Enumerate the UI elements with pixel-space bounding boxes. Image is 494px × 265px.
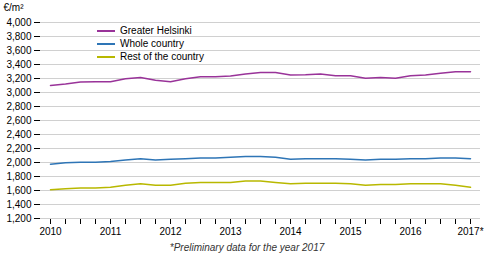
svg-text:2013: 2013 xyxy=(219,226,242,237)
svg-text:2,400: 2,400 xyxy=(6,129,31,140)
html-text:Greater Helsinki: Greater Helsinki xyxy=(120,25,192,36)
svg-text:2016: 2016 xyxy=(399,226,422,237)
svg-text:2,000: 2,000 xyxy=(6,157,31,168)
svg-text:2010: 2010 xyxy=(39,226,62,237)
svg-text:3,000: 3,000 xyxy=(6,87,31,98)
svg-text:2012: 2012 xyxy=(159,226,182,237)
svg-text:4,000: 4,000 xyxy=(6,17,31,28)
svg-text:3,600: 3,600 xyxy=(6,45,31,56)
svg-text:2011: 2011 xyxy=(100,226,122,237)
svg-text:1,800: 1,800 xyxy=(6,171,31,182)
svg-text:2015: 2015 xyxy=(339,226,362,237)
svg-text:2,600: 2,600 xyxy=(6,115,31,126)
svg-text:2017*: 2017* xyxy=(457,226,483,237)
svg-text:1,200: 1,200 xyxy=(6,213,31,224)
svg-text:2014: 2014 xyxy=(279,226,302,237)
svg-text:3,400: 3,400 xyxy=(6,59,31,70)
html-text:Rest of the country: Rest of the country xyxy=(120,51,204,62)
svg-text:3,800: 3,800 xyxy=(6,31,31,42)
html-text:Whole country: Whole country xyxy=(120,38,184,49)
html-text:*Preliminary data for the year: *Preliminary data for the year 2017 xyxy=(169,242,325,253)
svg-text:2,200: 2,200 xyxy=(6,143,31,154)
svg-text:€/m²: €/m² xyxy=(4,2,25,13)
svg-text:2,800: 2,800 xyxy=(6,101,31,112)
svg-text:3,200: 3,200 xyxy=(6,73,31,84)
svg-text:1,400: 1,400 xyxy=(6,199,31,210)
svg-text:1,600: 1,600 xyxy=(6,185,31,196)
